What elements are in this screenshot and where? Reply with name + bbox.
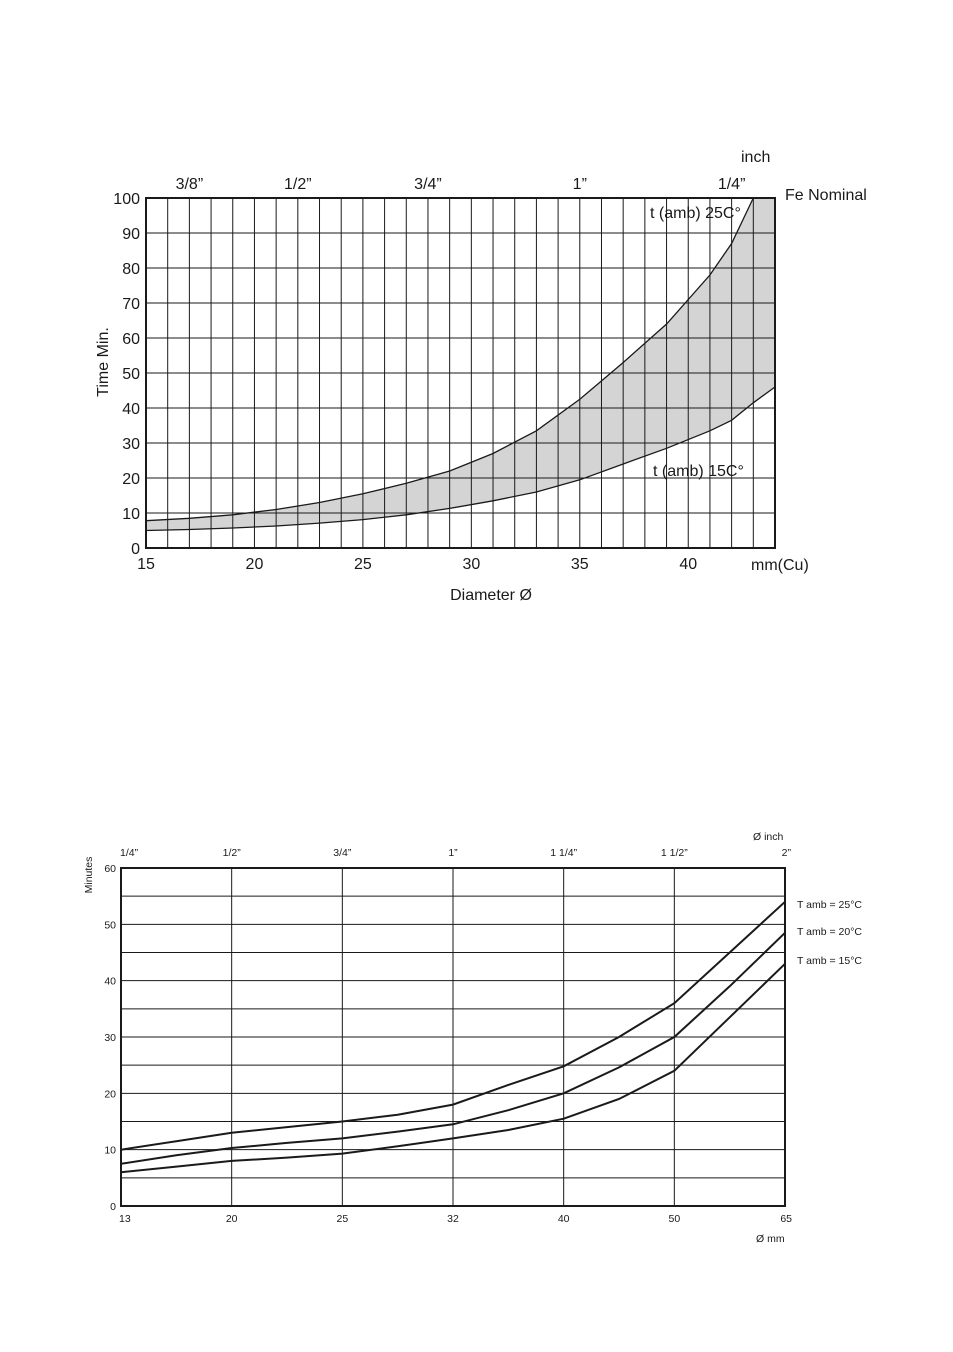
chart1-y-tick-label: 100 [113, 191, 140, 208]
chart2-y-tick-label: 0 [110, 1201, 116, 1213]
chart1-series-line-1 [145, 386, 776, 532]
chart1-x-tick-label: 35 [571, 556, 589, 573]
chart1-x-tick-label: 15 [137, 556, 155, 573]
chart2-x-tick-label: 40 [558, 1213, 570, 1225]
chart2-top-tick-label: 3/4” [333, 847, 352, 859]
chart1-top-tick-label: 3/4” [414, 176, 442, 193]
chart2-y-tick-label: 20 [104, 1088, 116, 1100]
chart2-top-tick-label: 1 1/2” [661, 847, 688, 859]
chart1-y-tick-label: 70 [122, 296, 140, 313]
chart2-legend-15c: T amb = 15°C [797, 955, 862, 967]
chart2-legend-25c: T amb = 25°C [797, 899, 862, 911]
chart1-x-tick-label: 40 [679, 556, 697, 573]
chart1-x-unit-label: mm(Cu) [751, 557, 809, 574]
chart1-y-tick-label: 10 [122, 506, 140, 523]
chart2-x-tick-label: 20 [226, 1213, 238, 1225]
chart2-top-unit-label: Ø inch [753, 831, 784, 843]
chart1-top-tick-label: 1/4” [718, 176, 746, 193]
chart2-x-unit-label: Ø mm [756, 1233, 785, 1245]
chart2-top-tick-label: 1/2” [223, 847, 242, 859]
chart2-top-tick-label: 2” [782, 847, 792, 859]
chart2-curves [120, 901, 786, 1174]
chart1-top-tick-label: 1/2” [284, 176, 312, 193]
chart2-labels: 0 10 20 30 40 50 60 13 20 25 32 40 50 65 1/4” 1/2” 3/4” 1… [104, 847, 792, 1225]
chart1-y-tick-label: 50 [122, 366, 140, 383]
chart1-labels: 0 10 20 30 40 50 60 70 80 90 100 15 20 25 30 35 40 3/8” 1/… [113, 176, 745, 573]
chart2-plot-frame [120, 867, 786, 1207]
chart1-x-tick-label: 25 [354, 556, 372, 573]
chart2-y-tick-label: 60 [104, 863, 116, 875]
chart1-band-fill [146, 198, 775, 531]
chart1-plot-frame [145, 197, 776, 549]
chart2-top-tick-label: 1” [448, 847, 458, 859]
chart1-top-unit-label: inch [741, 149, 770, 166]
chart1-x-tick-label: 20 [246, 556, 264, 573]
chart1-series-line-0 [145, 197, 754, 522]
chart1-y-tick-label: 90 [122, 226, 140, 243]
chart2-x-tick-label: 25 [336, 1213, 348, 1225]
chart2-y-tick-label: 50 [104, 919, 116, 931]
chart2-top-tick-label: 1/4” [120, 847, 139, 859]
chart1-y-tick-label: 0 [131, 541, 140, 558]
chart1-curves [145, 197, 776, 532]
chart1-y-axis-label: Time Min. [95, 327, 112, 397]
chart1-y-tick-label: 30 [122, 436, 140, 453]
chart2-y-axis-label: Minutes [83, 857, 95, 894]
chart2-x-tick-label: 50 [668, 1213, 680, 1225]
chart1-top-tick-label: 1” [573, 176, 587, 193]
chart1-fe-nominal-label: Fe Nominal [785, 187, 867, 204]
chart2-top-tick-label: 1 1/4” [550, 847, 577, 859]
chart1-series-label-25c: t (amb) 25C° [650, 205, 741, 222]
chart1-y-tick-label: 80 [122, 261, 140, 278]
chart2-series-line-0 [120, 901, 786, 1151]
chart2-series-line-1 [120, 932, 786, 1165]
chart2-legend-20c: T amb = 20°C [797, 926, 862, 938]
chart2-y-tick-label: 10 [104, 1145, 116, 1157]
chart1-grid [146, 198, 775, 548]
chart-2: 0 10 20 30 40 50 60 13 20 25 32 40 50 65 1/4” 1/2” 3/4” 1… [83, 831, 862, 1245]
chart2-y-tick-label: 40 [104, 976, 116, 988]
chart1-y-tick-label: 40 [122, 401, 140, 418]
chart1-top-tick-label: 3/8” [176, 176, 204, 193]
chart2-x-tick-label: 13 [119, 1213, 131, 1225]
chart1-y-tick-label: 60 [122, 331, 140, 348]
chart1-x-axis-label: Diameter Ø [450, 587, 532, 604]
chart1-x-tick-label: 30 [462, 556, 480, 573]
chart2-series-line-2 [120, 963, 786, 1174]
chart2-x-tick-label: 65 [780, 1213, 792, 1225]
chart2-y-tick-label: 30 [104, 1032, 116, 1044]
chart2-x-tick-label: 32 [447, 1213, 459, 1225]
chart1-y-tick-label: 20 [122, 471, 140, 488]
chart2-grid [121, 868, 785, 1206]
chart-1: 0 10 20 30 40 50 60 70 80 90 100 15 20 25 30 35 40 3/8” 1/… [95, 149, 867, 604]
chart1-series-label-15c: t (amb) 15C° [653, 463, 744, 480]
